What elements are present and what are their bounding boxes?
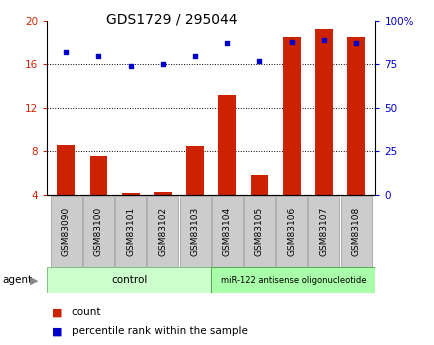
Point	[352, 41, 359, 46]
Text: GSM83090: GSM83090	[62, 207, 71, 256]
Point	[95, 53, 102, 58]
Text: GSM83102: GSM83102	[158, 207, 167, 256]
Text: percentile rank within the sample: percentile rank within the sample	[72, 326, 247, 336]
Bar	[89, 156, 107, 195]
Point	[320, 37, 327, 43]
Bar	[122, 193, 139, 195]
Text: GSM83100: GSM83100	[94, 207, 103, 256]
Text: GSM83105: GSM83105	[254, 207, 263, 256]
Text: agent: agent	[2, 275, 32, 285]
Text: GSM83108: GSM83108	[351, 207, 360, 256]
Point	[256, 58, 263, 63]
Text: ■: ■	[52, 307, 62, 317]
Bar	[186, 146, 204, 195]
Text: GSM83106: GSM83106	[286, 207, 296, 256]
Bar	[115, 196, 146, 267]
Bar	[276, 196, 306, 267]
Text: GSM83101: GSM83101	[126, 207, 135, 256]
Bar	[147, 196, 178, 267]
Bar	[179, 196, 210, 267]
Point	[288, 39, 295, 45]
Bar	[57, 145, 75, 195]
Text: control: control	[111, 275, 147, 285]
Bar	[218, 95, 236, 195]
Bar	[47, 267, 211, 293]
Bar	[211, 196, 242, 267]
Text: GDS1729 / 295044: GDS1729 / 295044	[106, 12, 237, 26]
Bar	[154, 192, 171, 195]
Bar	[83, 196, 114, 267]
Text: GSM83107: GSM83107	[319, 207, 328, 256]
Point	[224, 41, 230, 46]
Text: miR-122 antisense oligonucleotide: miR-122 antisense oligonucleotide	[220, 276, 365, 285]
Point	[127, 63, 134, 69]
Bar	[308, 196, 339, 267]
Text: GSM83104: GSM83104	[222, 207, 231, 256]
Bar	[51, 196, 82, 267]
Text: GSM83103: GSM83103	[190, 207, 199, 256]
Bar	[250, 175, 268, 195]
Bar	[282, 37, 300, 195]
Point	[62, 49, 69, 55]
Bar	[346, 37, 364, 195]
Bar	[314, 29, 332, 195]
Bar	[211, 267, 375, 293]
Text: ■: ■	[52, 326, 62, 336]
Text: ▶: ▶	[30, 275, 38, 285]
Point	[159, 61, 166, 67]
Bar	[243, 196, 274, 267]
Text: count: count	[72, 307, 101, 317]
Point	[191, 53, 198, 58]
Bar	[340, 196, 371, 267]
